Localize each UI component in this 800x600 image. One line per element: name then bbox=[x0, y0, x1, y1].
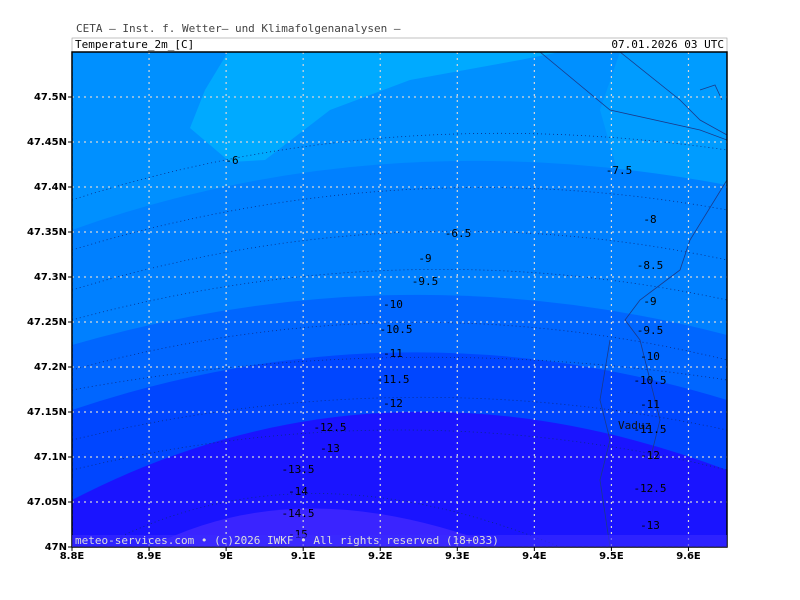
y-tick-label: 47.05N bbox=[27, 497, 67, 508]
contour-label: -13 bbox=[640, 519, 660, 532]
y-tick-label: 47.3N bbox=[34, 272, 67, 283]
x-tick-label: 9.2E bbox=[368, 551, 393, 562]
band bbox=[190, 52, 560, 162]
y-tick-label: 47.35N bbox=[27, 227, 67, 238]
contour-label: -11.5 bbox=[633, 423, 666, 436]
contour-label: -8 bbox=[643, 213, 656, 226]
footer-bar bbox=[72, 535, 727, 547]
contour-label: -10 bbox=[640, 350, 660, 363]
contour-label: -6.5 bbox=[445, 227, 472, 240]
contour-label: -11 bbox=[383, 347, 403, 360]
contour-label: -13.5 bbox=[281, 463, 314, 476]
contour-label: -6 bbox=[225, 154, 238, 167]
contour-label: -10 bbox=[383, 298, 403, 311]
x-tick-label: 8.8E bbox=[60, 551, 85, 562]
field bbox=[72, 52, 727, 547]
isoline bbox=[72, 321, 727, 371]
place-label: Vaduz bbox=[618, 419, 651, 432]
y-tick-label: 47.5N bbox=[34, 92, 67, 103]
contour-label: -13 bbox=[320, 442, 340, 455]
map-title: Temperature_2m_[C] bbox=[75, 38, 194, 51]
contour-label: -10.5 bbox=[633, 374, 666, 387]
x-tick-label: 9.1E bbox=[291, 551, 316, 562]
x-tick-label: 9.5E bbox=[599, 551, 624, 562]
x-tick-label: 8.9E bbox=[137, 551, 162, 562]
contour-label: -12.5 bbox=[633, 482, 666, 495]
contour-label: -10.5 bbox=[379, 323, 412, 336]
contour-label: -12.5 bbox=[313, 421, 346, 434]
contour-label: -12 bbox=[383, 397, 403, 410]
border bbox=[539, 52, 727, 547]
isoline bbox=[72, 269, 727, 321]
contour-label: -8.5 bbox=[637, 259, 664, 272]
contour-label: -11 bbox=[640, 398, 660, 411]
footer: meteo-services.com • (c)2026 IWKF • All … bbox=[75, 534, 499, 547]
y-tick-label: 47.45N bbox=[27, 137, 67, 148]
y-tick-label: 47.2N bbox=[34, 362, 67, 373]
contour-label: -9 bbox=[643, 295, 656, 308]
x-tick-label: 9E bbox=[219, 551, 233, 562]
datetime: 07.01.2026 03 UTC bbox=[611, 38, 724, 51]
contour-label: -11.5 bbox=[376, 373, 409, 386]
y-tick-label: 47.15N bbox=[27, 407, 67, 418]
isoline bbox=[72, 132, 727, 201]
y-tick-label: 47.1N bbox=[34, 452, 67, 463]
y-tick-label: 47.25N bbox=[27, 317, 67, 328]
institute: CETA — Inst. f. Wetter— und Klimafolgena… bbox=[76, 22, 401, 35]
band bbox=[72, 411, 727, 547]
x-tick-label: 9.6E bbox=[676, 551, 701, 562]
contour-label: -14.5 bbox=[281, 507, 314, 520]
contour-label: -9 bbox=[418, 252, 431, 265]
y-tick-label: 47N bbox=[45, 542, 67, 553]
x-tick-label: 9.3E bbox=[445, 551, 470, 562]
x-tick-label: 9.4E bbox=[522, 551, 547, 562]
contour-label: -7.5 bbox=[606, 164, 633, 177]
contour-label: -14 bbox=[288, 485, 308, 498]
y-tick-label: 47.4N bbox=[34, 182, 67, 193]
contour-label: -9.5 bbox=[412, 275, 439, 288]
contour-label: -12 bbox=[640, 449, 660, 462]
contour-label: -9.5 bbox=[637, 324, 664, 337]
